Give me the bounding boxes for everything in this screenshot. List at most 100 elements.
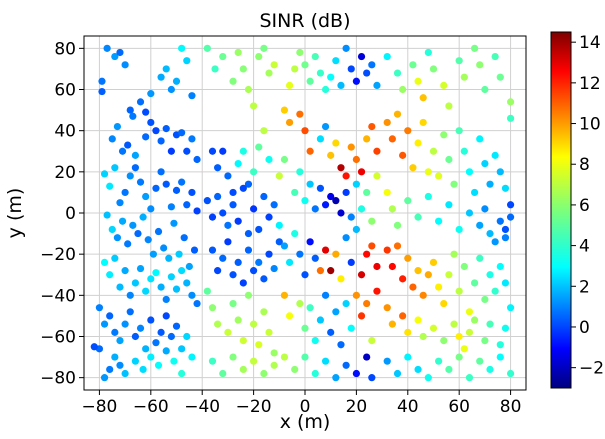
- scatter-point: [476, 357, 484, 365]
- scatter-point: [465, 328, 474, 336]
- scatter-point: [311, 52, 319, 61]
- scatter-point: [118, 147, 127, 155]
- scatter-point: [139, 365, 147, 374]
- y-tick-label: −60: [40, 327, 76, 347]
- scatter-point: [208, 147, 217, 155]
- scatter-point: [455, 353, 463, 361]
- scatter-point: [183, 147, 191, 155]
- scatter-point: [342, 234, 350, 242]
- scatter-point: [170, 357, 178, 365]
- colorbar-tick-label: −2: [579, 359, 604, 379]
- scatter-point: [250, 320, 258, 328]
- scatter-point: [111, 353, 119, 361]
- scatter-point: [388, 205, 396, 213]
- scatter-point: [327, 267, 335, 275]
- scatter-point: [190, 246, 199, 254]
- scatter-point: [280, 291, 289, 299]
- scatter-point: [154, 361, 163, 369]
- scatter-point: [188, 353, 196, 361]
- scatter-point: [332, 250, 340, 258]
- scatter-point: [481, 295, 489, 304]
- scatter-point: [460, 262, 468, 271]
- scatter-point: [103, 211, 111, 219]
- scatter-point: [203, 197, 211, 205]
- scatter-point: [162, 125, 170, 133]
- scatter-point: [352, 225, 360, 234]
- scatter-point: [352, 155, 360, 164]
- scatter-point: [126, 172, 134, 180]
- scatter-point: [357, 52, 366, 61]
- scatter-point: [465, 209, 474, 217]
- scatter-point: [136, 98, 145, 106]
- scatter-point: [234, 258, 242, 266]
- scatter-point: [424, 374, 432, 382]
- scatter-point: [260, 44, 268, 52]
- scatter-point: [414, 139, 422, 147]
- scatter-point: [214, 320, 222, 328]
- scatter-point: [234, 48, 242, 57]
- scatter-point: [214, 267, 222, 275]
- scatter-point: [270, 61, 278, 69]
- scatter-point: [219, 52, 227, 61]
- scatter-point: [172, 322, 181, 330]
- scatter-point: [414, 213, 422, 221]
- scatter-point: [108, 225, 116, 234]
- scatter-point: [111, 164, 119, 172]
- scatter-point: [106, 271, 114, 279]
- scatter-point: [165, 254, 173, 262]
- y-tick-label: 80: [54, 39, 76, 59]
- scatter-point: [357, 168, 366, 176]
- scatter-point: [404, 353, 412, 361]
- scatter-point: [260, 127, 268, 135]
- scatter-point: [368, 374, 376, 382]
- scatter-point: [234, 316, 242, 324]
- scatter-point: [116, 283, 124, 291]
- scatter-point: [250, 357, 258, 365]
- scatter-point: [229, 353, 237, 361]
- scatter-point: [486, 180, 494, 188]
- scatter-point: [103, 44, 111, 52]
- scatter-point: [270, 361, 278, 369]
- scatter-point: [157, 328, 165, 336]
- scatter-point: [327, 73, 335, 81]
- scatter-point: [388, 320, 396, 328]
- scatter-point: [275, 238, 283, 246]
- scatter-point: [229, 299, 237, 308]
- scatter-point: [188, 291, 196, 299]
- scatter-point: [285, 81, 294, 89]
- scatter-point: [465, 308, 474, 316]
- scatter-point: [440, 131, 448, 139]
- scatter-point: [311, 205, 319, 213]
- scatter-point: [260, 308, 268, 316]
- scatter-point: [167, 85, 175, 94]
- scatter-point: [167, 273, 175, 281]
- x-tick-label: 80: [500, 397, 522, 417]
- scatter-point: [342, 44, 350, 52]
- scatter-point: [280, 106, 289, 114]
- scatter-point: [404, 127, 412, 135]
- scatter-point: [337, 209, 345, 217]
- scatter-point: [285, 258, 294, 266]
- scatter-point: [260, 192, 268, 201]
- scatter-point: [321, 201, 330, 209]
- scatter-point: [255, 341, 263, 349]
- scatter-point: [167, 332, 175, 341]
- scatter-point: [296, 299, 304, 308]
- scatter-point: [368, 242, 376, 250]
- scatter-point: [98, 87, 106, 96]
- scatter-point: [419, 291, 427, 299]
- scatter-point: [496, 168, 504, 176]
- scatter-point: [363, 299, 371, 308]
- scatter-point: [471, 279, 479, 287]
- scatter-point: [332, 197, 340, 205]
- y-tick-label: −80: [40, 369, 76, 389]
- scatter-point: [250, 168, 258, 176]
- scatter-point: [113, 234, 122, 242]
- scatter-point: [363, 250, 371, 258]
- scatter-point: [152, 127, 160, 135]
- scatter-point: [316, 69, 325, 77]
- colorbar-tick-label: 12: [579, 74, 601, 94]
- scatter-point: [424, 168, 432, 176]
- scatter-point: [399, 151, 407, 159]
- scatter-points: [90, 44, 515, 382]
